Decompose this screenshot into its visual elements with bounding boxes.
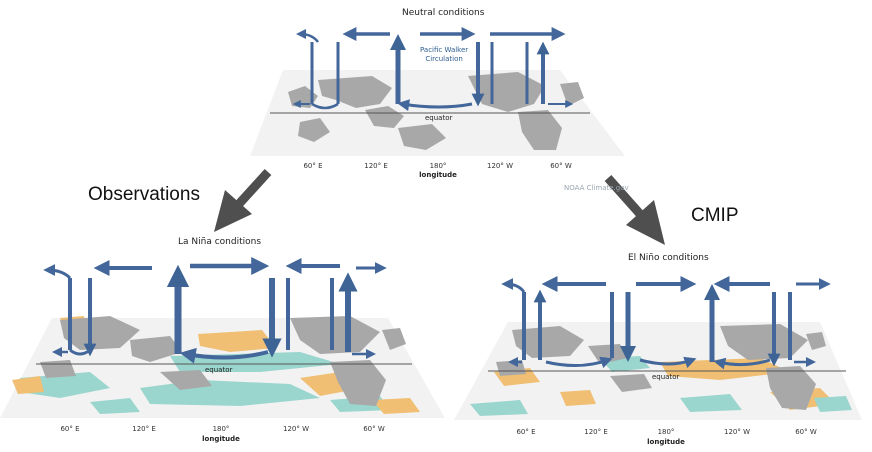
el-nino-walker-cells <box>501 276 831 370</box>
neutral-panel-title: Neutral conditions <box>402 8 485 18</box>
la-nina-panel-title: La Niña conditions <box>178 237 262 247</box>
el-nino-equator-label: equator <box>652 373 680 381</box>
el-nino-tick-60e: 60° E <box>516 428 536 436</box>
walker-label-line-2: Circulation <box>425 55 463 63</box>
neutral-tick-120w: 120° W <box>486 162 514 170</box>
el-nino-panel-title: El Niño conditions <box>628 253 709 263</box>
el-nino-panel <box>454 276 862 420</box>
la-nina-tick-120e: 120° E <box>132 425 156 433</box>
neutral-equator-label: equator <box>425 114 453 122</box>
la-nina-longitude-label: longitude <box>202 435 240 443</box>
la-nina-tick-60w: 60° W <box>363 425 385 433</box>
el-nino-tick-180: 180° <box>657 428 675 436</box>
la-nina-panel <box>0 257 445 418</box>
neutral-tick-60w: 60° W <box>550 162 572 170</box>
cmip-arrow <box>604 175 665 245</box>
noaa-credit: NOAA Climate.gov <box>564 184 629 192</box>
walker-label-line-1: Pacific Walker <box>420 46 469 54</box>
el-nino-cool-anomalies <box>470 356 852 416</box>
la-nina-walker-cells <box>43 257 387 364</box>
neutral-walker-cells <box>292 27 574 112</box>
el-nino-tick-120w: 120° W <box>723 428 751 436</box>
neutral-tick-60e: 60° E <box>303 162 323 170</box>
la-nina-tick-180: 180° <box>212 425 230 433</box>
el-nino-longitude-label: longitude <box>647 438 685 446</box>
observations-arrow <box>214 168 272 232</box>
la-nina-landmasses <box>40 316 406 406</box>
la-nina-tick-120w: 120° W <box>282 425 310 433</box>
neutral-tick-120e: 120° E <box>364 162 388 170</box>
la-nina-tick-60e: 60° E <box>60 425 80 433</box>
neutral-longitude-label: longitude <box>419 171 457 179</box>
walker-circulation-label: Pacific Walker Circulation <box>420 46 468 64</box>
neutral-panel <box>250 27 625 156</box>
cmip-label: CMIP <box>691 205 739 226</box>
observations-label: Observations <box>88 184 200 205</box>
el-nino-tick-60w: 60° W <box>795 428 817 436</box>
el-nino-landmasses <box>496 324 826 410</box>
neutral-tick-180: 180° <box>429 162 447 170</box>
la-nina-equator-label: equator <box>205 366 233 374</box>
el-nino-tick-120e: 120° E <box>584 428 608 436</box>
